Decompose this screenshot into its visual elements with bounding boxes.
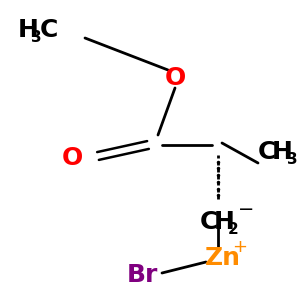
Text: C: C <box>258 140 276 164</box>
Text: 2: 2 <box>228 223 239 238</box>
Text: C: C <box>40 18 59 42</box>
Text: −: − <box>238 200 254 220</box>
Text: 3: 3 <box>287 152 298 167</box>
Text: H: H <box>18 18 39 42</box>
Text: Zn: Zn <box>205 246 241 270</box>
Text: C: C <box>200 210 218 234</box>
Text: 3: 3 <box>31 29 42 44</box>
Text: H: H <box>214 210 235 234</box>
Text: O: O <box>164 66 186 90</box>
Text: Br: Br <box>127 263 158 287</box>
Text: +: + <box>232 238 247 256</box>
Text: O: O <box>61 146 82 170</box>
Text: H: H <box>272 140 293 164</box>
